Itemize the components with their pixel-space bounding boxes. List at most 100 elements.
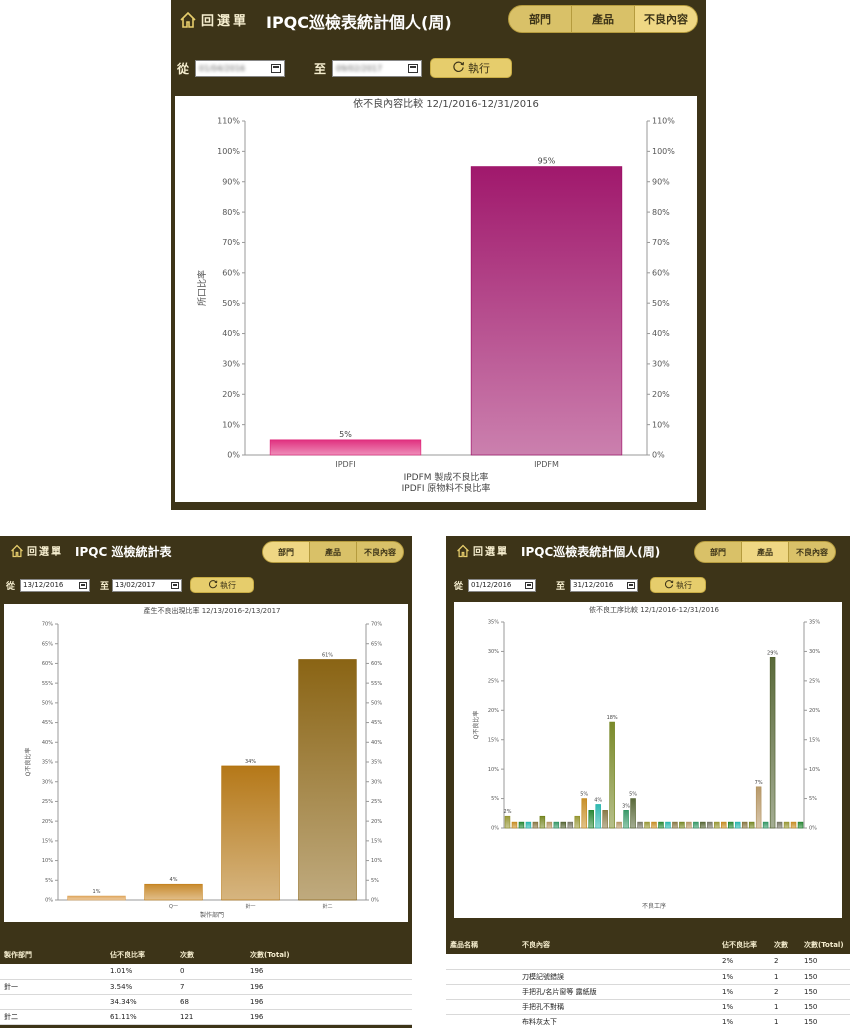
tab-defect[interactable]: 不良內容 bbox=[788, 542, 835, 562]
table-cell: 61.11% bbox=[106, 1009, 176, 1025]
table-row: 1.01% 0 196 bbox=[0, 964, 412, 980]
data-label: 95% bbox=[538, 157, 556, 166]
y-tick-label: 15% bbox=[42, 839, 53, 845]
table-cell: 3.54% bbox=[106, 979, 176, 995]
to-date-input[interactable]: 31/12/2016 bbox=[570, 578, 639, 592]
column-header[interactable]: 次數(Total) bbox=[246, 946, 412, 964]
to-label: 至 bbox=[100, 581, 110, 592]
y-tick-label: 110% bbox=[217, 117, 240, 126]
y-tick-label-right: 0% bbox=[371, 898, 379, 904]
tab-dept[interactable]: 部門 bbox=[263, 542, 309, 562]
table-cell: 196 bbox=[246, 1009, 412, 1025]
y-axis-label: 所口比率 bbox=[196, 270, 208, 306]
run-label: 執行 bbox=[220, 580, 237, 590]
calendar-icon[interactable] bbox=[271, 63, 282, 73]
bar bbox=[734, 821, 741, 829]
bar bbox=[504, 815, 511, 829]
run-button[interactable]: 執行 bbox=[430, 58, 513, 78]
calendar-icon[interactable] bbox=[627, 581, 636, 589]
from-date-input[interactable]: 13/12/2016 bbox=[20, 578, 91, 592]
report-panel-dept: 回選單 IPQC 巡檢統計表 部門 產品 不良內容 從 13/12/2016 至… bbox=[0, 536, 412, 1028]
column-header[interactable]: 製作部門 bbox=[0, 946, 106, 964]
to-date-value: 09/02/2017 bbox=[336, 63, 383, 73]
from-date-input[interactable]: 01/04/2016 bbox=[195, 59, 286, 77]
refresh-icon bbox=[664, 579, 674, 591]
y-tick-label: 60% bbox=[222, 268, 240, 277]
to-date-input[interactable]: 13/02/2017 bbox=[112, 578, 183, 592]
table-cell bbox=[446, 1014, 518, 1028]
x-axis-label: IPDFI 原物料不良比率 bbox=[402, 482, 491, 494]
tab-dept[interactable]: 部門 bbox=[710, 547, 726, 557]
column-header[interactable]: 次數 bbox=[770, 936, 800, 954]
bar bbox=[221, 765, 280, 901]
view-tabs: 部門 產品 不良內容 bbox=[262, 541, 404, 563]
table-cell: 刀模記號錯誤 bbox=[518, 969, 718, 985]
column-header[interactable]: 次數(Total) bbox=[800, 936, 850, 954]
tab-dept[interactable]: 部門 bbox=[529, 13, 551, 26]
y-tick-label-right: 35% bbox=[371, 760, 382, 766]
view-tabs: 部門 產品 不良內容 bbox=[508, 5, 698, 33]
y-tick-label-right: 0% bbox=[652, 451, 665, 460]
run-button[interactable]: 執行 bbox=[190, 577, 255, 593]
y-tick-label-right: 5% bbox=[371, 878, 379, 884]
calendar-icon[interactable] bbox=[525, 581, 534, 589]
table-cell: 196 bbox=[246, 964, 412, 980]
chart-title: 依不良工序比較 12/1/2016-12/31/2016 bbox=[589, 605, 720, 614]
table-cell bbox=[0, 994, 106, 1010]
table-cell: 150 bbox=[800, 999, 850, 1015]
tab-product[interactable]: 產品 bbox=[309, 542, 356, 562]
y-tick-label: 30% bbox=[42, 779, 53, 785]
back-to-menu-link[interactable]: 回選單 bbox=[10, 543, 63, 558]
column-header[interactable]: 佔不良比率 bbox=[106, 946, 176, 964]
x-axis-label: 製作部門 bbox=[200, 911, 224, 919]
calendar-icon[interactable] bbox=[171, 581, 180, 589]
bar bbox=[269, 439, 422, 456]
back-to-menu-link[interactable]: 回選單 bbox=[456, 543, 509, 558]
panel-header: 回選單 IPQC 巡檢統計表 部門 產品 不良內容 bbox=[0, 536, 412, 566]
run-label: 執行 bbox=[468, 62, 491, 75]
y-tick-label-right: 20% bbox=[371, 819, 382, 825]
table-row: 針二 61.11% 121 196 bbox=[0, 1009, 412, 1025]
y-tick-label-right: 5% bbox=[809, 796, 817, 802]
back-to-menu-link[interactable]: 回選單 bbox=[179, 10, 249, 29]
tab-defect[interactable]: 不良內容 bbox=[634, 6, 697, 32]
y-tick-label-right: 60% bbox=[652, 268, 670, 277]
table-cell bbox=[446, 969, 518, 985]
column-header[interactable]: 次數 bbox=[176, 946, 246, 964]
tab-product[interactable]: 產品 bbox=[741, 542, 788, 562]
x-axis-label: 不良工序 bbox=[642, 902, 666, 910]
to-date-value: 13/02/2017 bbox=[115, 581, 156, 589]
calendar-icon[interactable] bbox=[79, 581, 88, 589]
y-tick-label: 30% bbox=[222, 360, 240, 369]
dept-stats-table: 製作部門 佔不良比率 次數 次數(Total) 1.01% 0 196 針一 3.54% 7 19… bbox=[0, 946, 412, 1025]
table-cell: 布料灰太下 bbox=[518, 1014, 718, 1028]
report-panel-product: 回選單 IPQC巡檢表統計個人(周) 部門 產品 不良內容 從 01/12/20… bbox=[446, 536, 850, 1028]
bar bbox=[67, 895, 126, 901]
table-row: 34.34% 68 196 bbox=[0, 994, 412, 1010]
run-button[interactable]: 執行 bbox=[650, 577, 707, 593]
table-cell: 2 bbox=[770, 984, 800, 1000]
bar bbox=[560, 821, 567, 829]
to-date-input[interactable]: 09/02/2017 bbox=[332, 59, 423, 77]
data-label: 7% bbox=[755, 780, 763, 786]
column-header[interactable]: 不良內容 bbox=[518, 936, 718, 954]
y-tick-label: 0% bbox=[45, 898, 53, 904]
column-header[interactable]: 佔不良比率 bbox=[718, 936, 770, 954]
table-cell bbox=[446, 954, 518, 970]
table-cell: 1 bbox=[770, 999, 800, 1015]
tab-defect[interactable]: 不良內容 bbox=[356, 542, 403, 562]
column-header[interactable]: 產品名稱 bbox=[446, 936, 518, 954]
table-cell: 2% bbox=[718, 954, 770, 970]
from-date-value: 01/12/2016 bbox=[471, 581, 512, 589]
table-cell: 68 bbox=[176, 994, 246, 1010]
y-tick-label: 80% bbox=[222, 208, 240, 217]
y-tick-label-right: 90% bbox=[652, 177, 670, 186]
bar bbox=[741, 821, 748, 829]
from-date-input[interactable]: 01/12/2016 bbox=[468, 578, 537, 592]
tab-product[interactable]: 產品 bbox=[571, 6, 634, 32]
product-defect-table: 產品名稱 不良內容 佔不良比率 次數 次數(Total) 2% 2 150 刀模記號錯誤 1% 1… bbox=[446, 936, 850, 1028]
bar bbox=[602, 810, 608, 829]
calendar-icon[interactable] bbox=[408, 63, 419, 73]
table-cell bbox=[446, 999, 518, 1015]
y-tick-label-right: 30% bbox=[652, 360, 670, 369]
